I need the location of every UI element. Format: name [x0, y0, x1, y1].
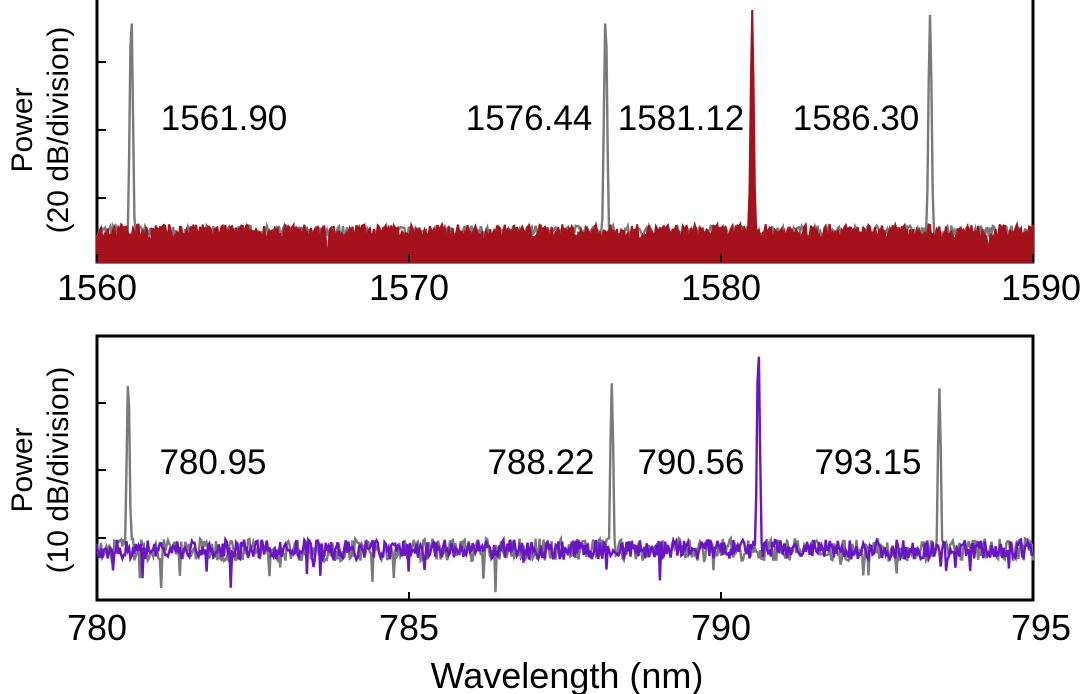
plot-frame: [95, 334, 1035, 602]
peak-wavelength-label: 1586.30: [793, 99, 920, 138]
peak-wavelength-label: 1561.90: [161, 99, 288, 138]
gray-spectrum-line: [96, 383, 1035, 593]
peak-wavelength-label: 788.22: [487, 443, 594, 482]
peak-wavelength-label: 1581.12: [618, 99, 745, 138]
y-axis-label-scale: (10 dB/division): [42, 367, 75, 574]
y-axis-label-power: Power: [6, 427, 39, 512]
x-tick-label: 1560: [57, 267, 137, 308]
x-axis-title: Wavelength (nm): [431, 655, 704, 694]
watermark-text: 江苏激光产业创新联盟: [894, 668, 1074, 689]
purple-spectrum-line: [95, 356, 1035, 588]
y-axis-label-scale: (20 dB/division): [42, 27, 75, 234]
x-tick-label: 795: [1011, 607, 1071, 648]
x-tick-label: 790: [691, 607, 751, 648]
x-tick-label: 780: [67, 607, 127, 648]
x-tick-label: 1580: [681, 267, 761, 308]
peak-wavelength-label: 793.15: [814, 443, 921, 482]
x-tick-label: 785: [379, 607, 439, 648]
peak-wavelength-label: 790.56: [637, 443, 744, 482]
peak-wavelength-label: 1576.44: [466, 99, 593, 138]
y-axis-label-power: Power: [6, 87, 39, 172]
peak-wavelength-label: 780.95: [159, 443, 266, 482]
top-spectrum-panel: 1560 1570 1580 1590 Power (20 dB/division) 156…: [6, 0, 1080, 308]
x-tick-label: 1570: [369, 267, 449, 308]
bottom-spectrum-panel: 780 785 790 795 Power (10 dB/division) 780.95 7…: [6, 334, 1071, 694]
red-spectrum-area: [96, 9, 1034, 263]
x-tick-label: 1590: [1001, 267, 1080, 308]
